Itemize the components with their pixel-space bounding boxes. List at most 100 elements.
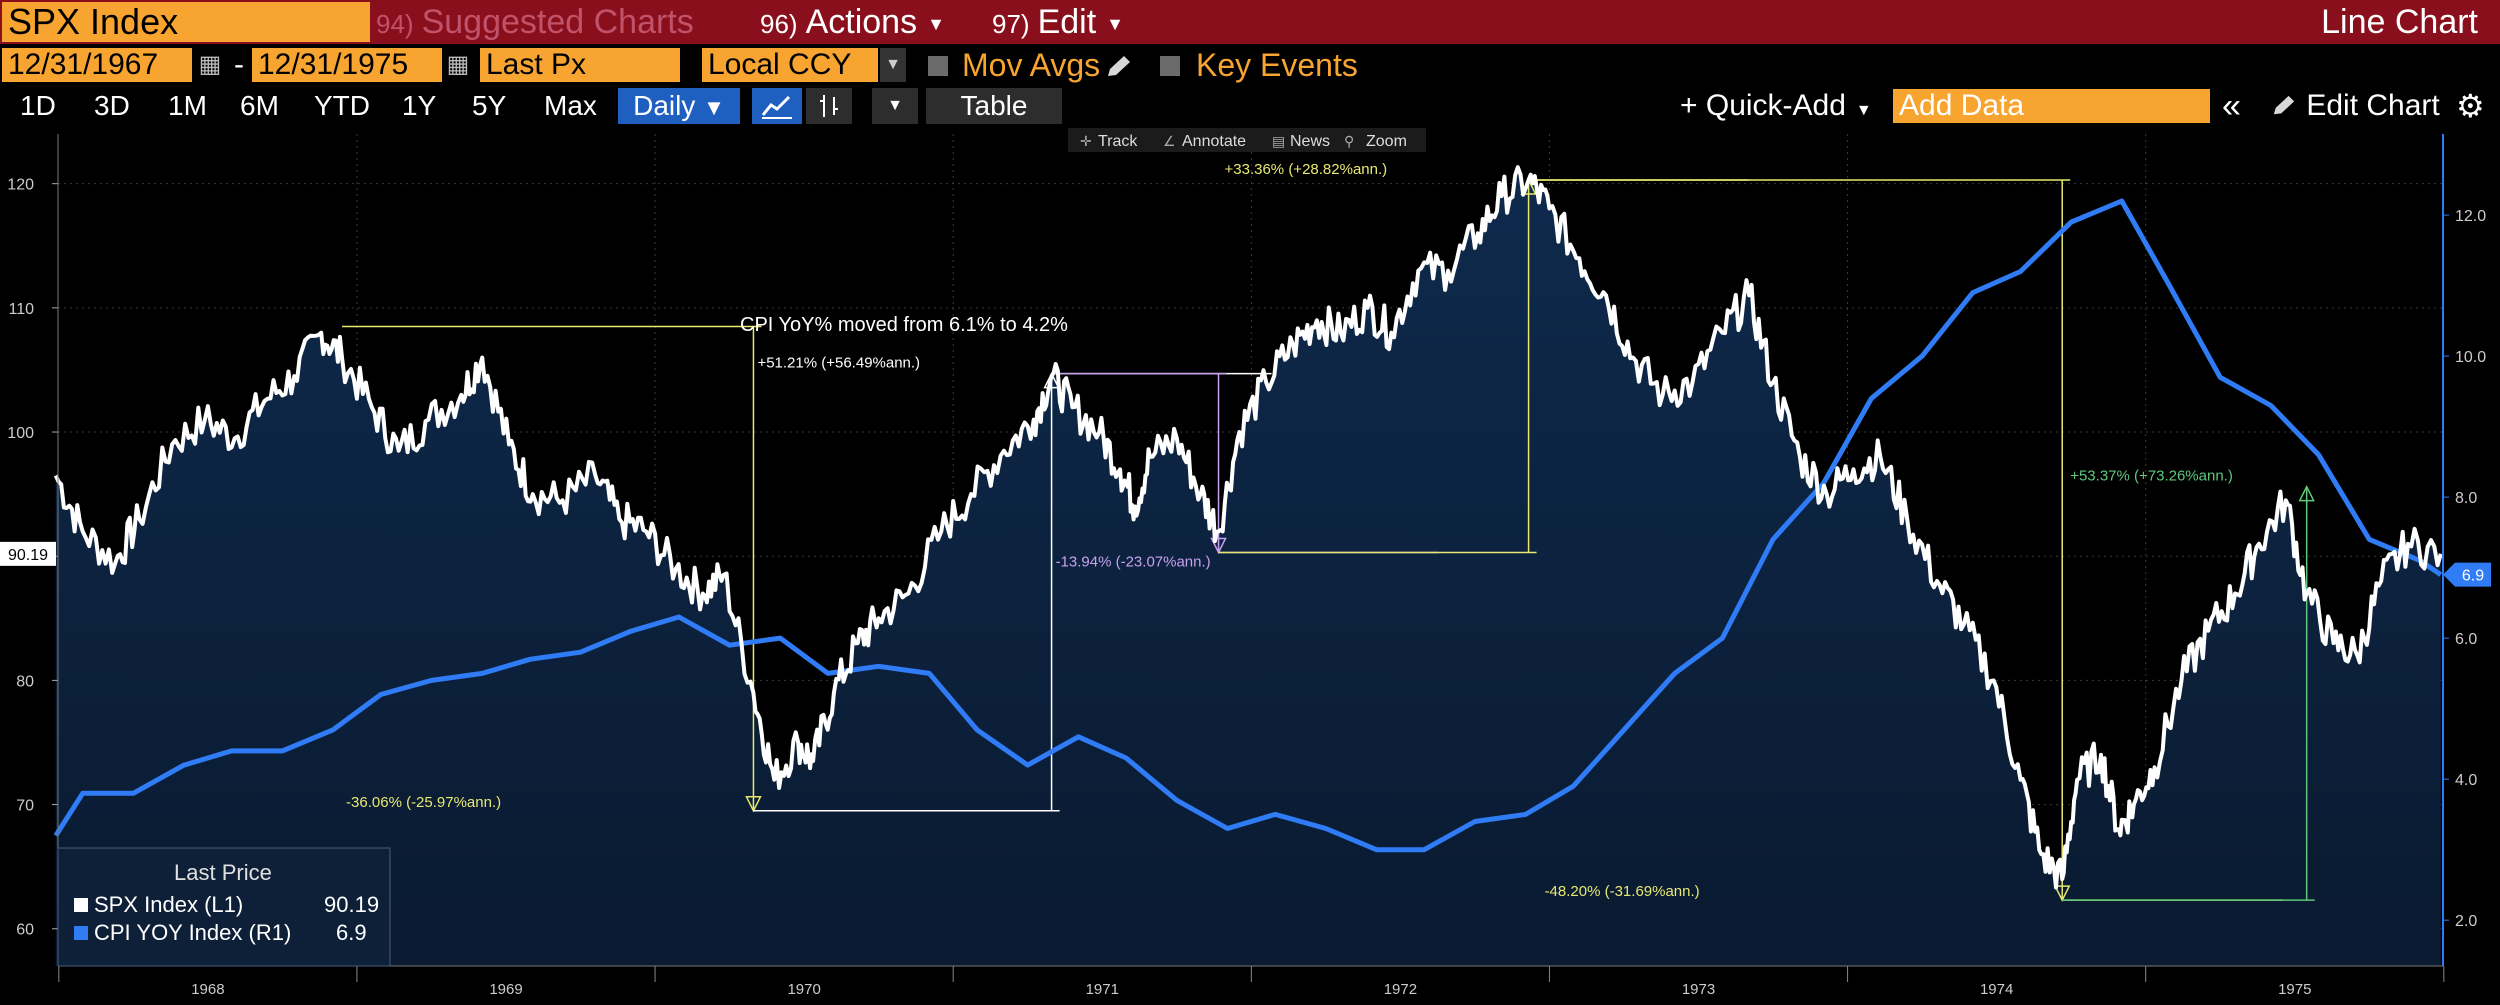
pencil-icon bbox=[2273, 95, 2295, 115]
range-1d[interactable]: 1D bbox=[20, 90, 56, 121]
annotation-arrow-icon bbox=[1210, 537, 1227, 555]
x-tick-label: 1975 bbox=[2278, 981, 2311, 998]
y-right-tick-label: 10.0 bbox=[2455, 349, 2486, 366]
end-date-field[interactable]: 12/31/1975 bbox=[252, 48, 442, 82]
x-tick-label: 1971 bbox=[1086, 981, 1119, 998]
actions-label: Actions bbox=[805, 3, 918, 41]
y-right-tick-label: 2.0 bbox=[2455, 913, 2477, 930]
y-left-tick-label: 100 bbox=[7, 425, 34, 442]
track-icon[interactable]: ✛ bbox=[1080, 133, 1092, 149]
x-tick-label: 1968 bbox=[191, 981, 224, 998]
edit-menu[interactable]: 97) Edit ▼ bbox=[992, 2, 1124, 42]
chart-area: 1968 1969 1970 1971 1972 1973 1974 1975 60 70 80 90… bbox=[0, 126, 2500, 1000]
edit-number: 97) bbox=[992, 9, 1030, 39]
legend-box bbox=[57, 847, 391, 967]
annotation-labels: -36.06% (-25.97%ann.) CPI YoY% moved from… bbox=[346, 161, 2233, 900]
legend-swatch-spx bbox=[74, 898, 88, 912]
security-ticker[interactable]: SPX Index bbox=[2, 2, 370, 42]
calendar-icon[interactable]: ▦ bbox=[446, 51, 470, 78]
chevron-down-icon[interactable]: ▼ bbox=[872, 88, 918, 124]
spx-area bbox=[55, 167, 2441, 966]
tool-news[interactable]: News bbox=[1290, 133, 1330, 150]
add-data-input[interactable] bbox=[1893, 89, 2210, 123]
bar-chart-icon[interactable] bbox=[806, 88, 852, 124]
range-3d[interactable]: 3D bbox=[94, 90, 130, 121]
legend-swatch-cpi bbox=[74, 926, 88, 940]
start-date-field[interactable]: 12/31/1967 bbox=[2, 48, 192, 82]
suggested-charts-number: 94) bbox=[376, 9, 414, 39]
y-left-tick-label: 120 bbox=[7, 177, 34, 194]
y-left-tick-label: 70 bbox=[16, 798, 34, 815]
quick-add-label: Quick-Add bbox=[1705, 89, 1846, 122]
tool-zoom[interactable]: Zoom bbox=[1366, 133, 1407, 150]
mov-avgs-label[interactable]: Mov Avgs bbox=[962, 47, 1101, 83]
range-5y[interactable]: 5Y bbox=[472, 90, 507, 121]
range-6m[interactable]: 6M bbox=[240, 90, 279, 121]
tool-track[interactable]: Track bbox=[1098, 133, 1138, 150]
range-ytd[interactable]: YTD bbox=[314, 90, 370, 121]
annotation-label: +33.36% (+28.82%ann.) bbox=[1225, 161, 1388, 178]
news-icon[interactable]: ▤ bbox=[1272, 133, 1285, 149]
tool-annotate[interactable]: Annotate bbox=[1182, 133, 1246, 150]
spx-last-value-tag bbox=[0, 541, 56, 566]
key-events-label[interactable]: Key Events bbox=[1196, 47, 1358, 83]
collapse-icon[interactable]: « bbox=[2222, 87, 2241, 125]
table-button[interactable]: Table bbox=[926, 88, 1062, 124]
annotation-arrow-icon bbox=[2054, 885, 2071, 902]
annotation-arrow-icon bbox=[2298, 484, 2315, 502]
annotation-label: -13.94% (-23.07%ann.) bbox=[1056, 553, 1211, 570]
plus-icon: + bbox=[1680, 89, 1706, 122]
edit-label: Edit bbox=[1037, 3, 1097, 41]
legend-value-cpi: 6.9 bbox=[336, 920, 367, 945]
settings-bar: 12/31/1967 ▦ - 12/31/1975 ▦ Last Px Loca… bbox=[0, 44, 2500, 86]
y-right-tick-label: 8.0 bbox=[2455, 490, 2477, 507]
chart-tools: ✛ Track ∠ Annotate ▤ News ⚲ Zoom bbox=[1068, 128, 1426, 152]
line-chart-icon[interactable] bbox=[752, 88, 802, 124]
line-chart[interactable]: 1968 1969 1970 1971 1972 1973 1974 1975 60 70 80 90… bbox=[0, 126, 2500, 1000]
currency-selector[interactable]: Local CCY bbox=[702, 48, 878, 82]
frequency-label: Daily bbox=[633, 90, 696, 121]
cpi-yoy-line[interactable] bbox=[53, 198, 2443, 853]
actions-menu[interactable]: 96) Actions ▼ bbox=[760, 2, 945, 42]
range-toolbar: 1D 3D 1M 6M YTD 1Y 5Y Max Daily ▼ ▼ Tabl… bbox=[0, 86, 2500, 126]
field-selector[interactable]: Last Px bbox=[480, 48, 680, 82]
annotation-label: CPI YoY% moved from 6.1% to 4.2% bbox=[740, 314, 1068, 336]
legend-name-spx: SPX Index (L1) bbox=[94, 892, 243, 917]
pencil-icon[interactable] bbox=[1104, 54, 1134, 80]
y-left-tick-label: 110 bbox=[8, 301, 34, 318]
frequency-selector[interactable]: Daily ▼ bbox=[618, 88, 740, 124]
calendar-icon[interactable]: ▦ bbox=[198, 51, 222, 78]
caret-down-icon: ▼ bbox=[703, 95, 725, 120]
mov-avgs-checkbox[interactable] bbox=[928, 56, 948, 76]
spx-line[interactable] bbox=[53, 165, 2443, 890]
legend-value-spx: 90.19 bbox=[324, 892, 379, 917]
range-1y[interactable]: 1Y bbox=[402, 90, 437, 121]
legend: Last Price SPX Index (L1) 90.19 CPI YOY … bbox=[57, 847, 391, 967]
chevron-down-icon[interactable]: ▼ bbox=[880, 48, 906, 82]
zoom-icon[interactable]: ⚲ bbox=[1344, 133, 1354, 149]
axes: 1968 1969 1970 1971 1972 1973 1974 1975 60 70 80 90… bbox=[0, 134, 2491, 998]
x-tick-label: 1973 bbox=[1682, 981, 1715, 998]
annotate-icon[interactable]: ∠ bbox=[1163, 133, 1176, 149]
legend-title: Last Price bbox=[174, 860, 272, 885]
suggested-charts-menu[interactable]: 94) Suggested Charts bbox=[376, 2, 694, 42]
suggested-charts-label: Suggested Charts bbox=[421, 3, 694, 41]
edit-chart-button[interactable]: Edit Chart bbox=[2270, 90, 2440, 122]
edit-chart-label: Edit Chart bbox=[2306, 89, 2440, 122]
x-tick-label: 1974 bbox=[1980, 981, 2013, 998]
spx-last-value: 90.19 bbox=[8, 547, 48, 564]
spx-area-fill bbox=[55, 167, 2441, 966]
gear-icon[interactable]: ⚙ bbox=[2456, 88, 2485, 124]
quick-add-button[interactable]: + Quick-Add ▼ bbox=[1680, 90, 1872, 122]
actions-number: 96) bbox=[760, 9, 798, 39]
add-data-field[interactable] bbox=[1893, 89, 2210, 123]
annotation-arrow-icon bbox=[745, 796, 762, 813]
series-lines bbox=[53, 165, 2443, 890]
range-1m[interactable]: 1M bbox=[168, 90, 207, 121]
range-max[interactable]: Max bbox=[544, 90, 597, 121]
key-events-checkbox[interactable] bbox=[1160, 56, 1180, 76]
annotation-lines bbox=[342, 178, 2315, 902]
chart-type-title: Line Chart bbox=[2321, 3, 2478, 41]
annotation-arrow-icon bbox=[1043, 371, 1060, 389]
caret-down-icon: ▼ bbox=[1106, 14, 1124, 35]
